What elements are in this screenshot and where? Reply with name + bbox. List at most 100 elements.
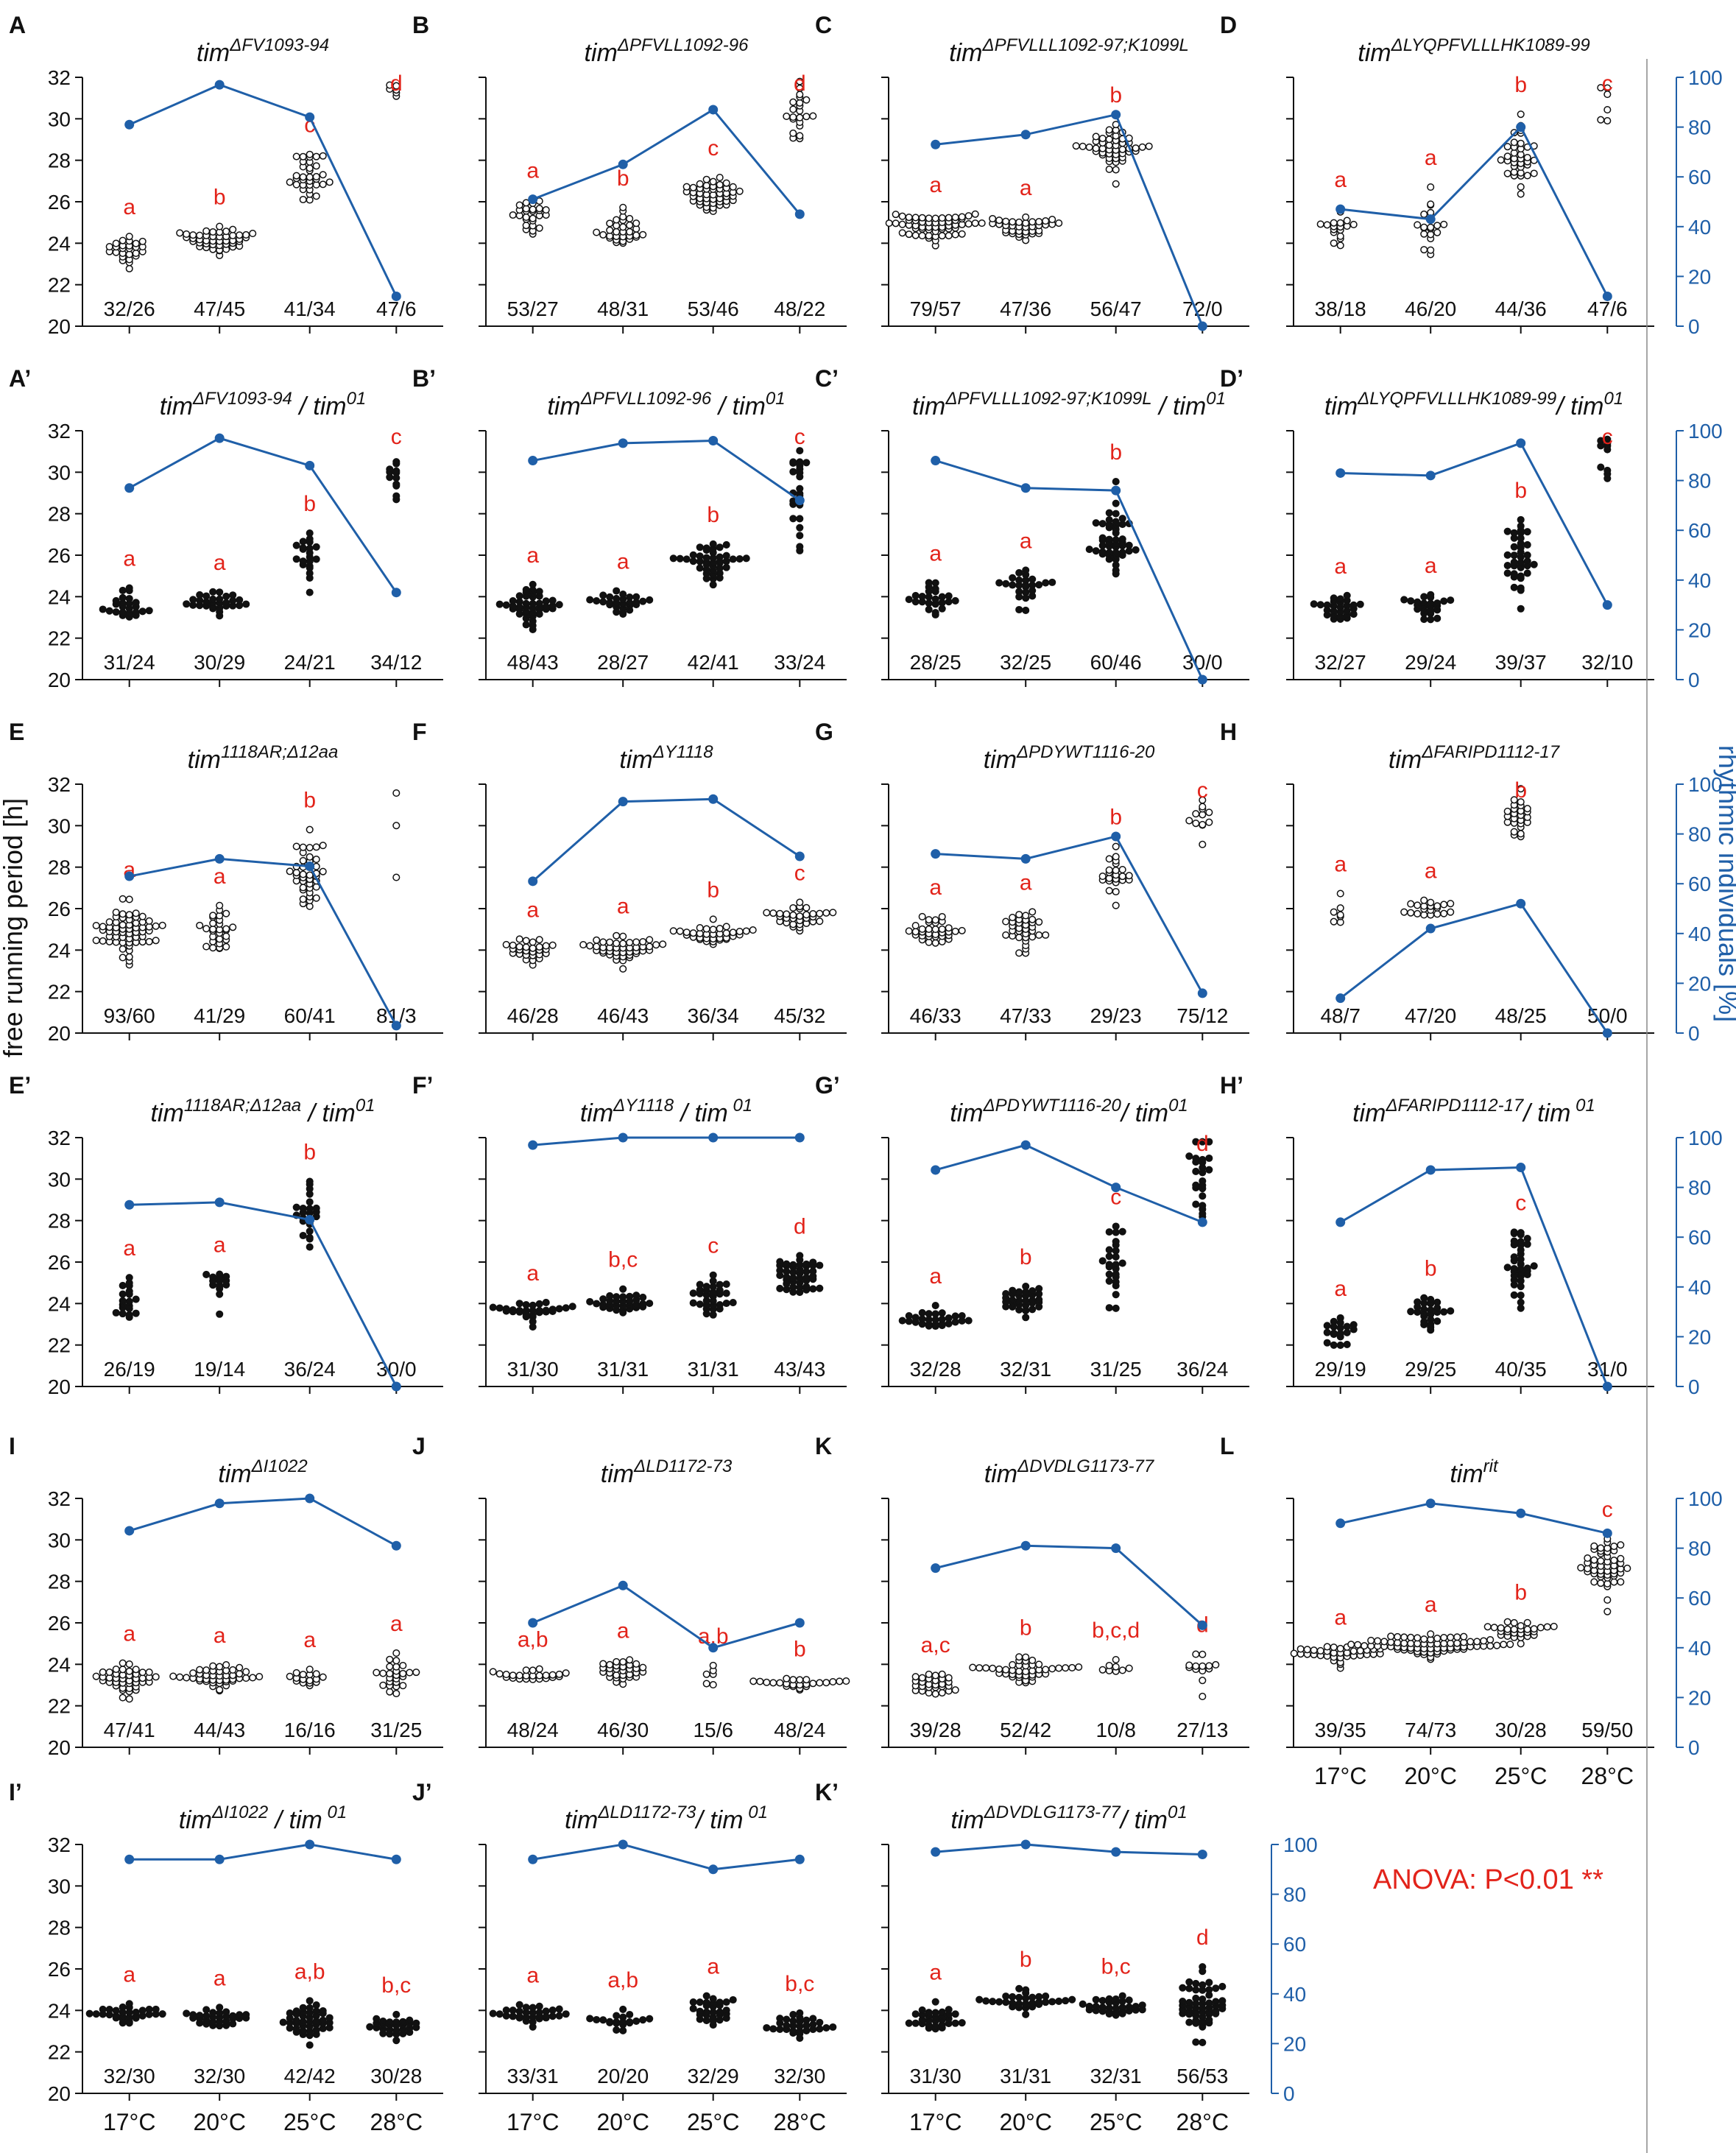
rhythmic-point <box>1111 1847 1121 1857</box>
n-label: 32/31 <box>1000 1358 1051 1381</box>
data-point <box>696 2007 704 2015</box>
data-point <box>1118 2004 1126 2012</box>
data-point <box>1610 1557 1618 1565</box>
data-point <box>842 1677 850 1685</box>
title-superscript: ΔPFVLL1092-96 <box>617 35 749 55</box>
data-point <box>938 1315 946 1323</box>
n-label: 33/31 <box>507 2065 559 2087</box>
y2-tick-label: 20 <box>1688 1686 1711 1709</box>
data-point <box>1440 220 1448 228</box>
data-point <box>1517 605 1525 613</box>
significance-letter: a <box>1020 529 1032 553</box>
data-point <box>722 923 730 931</box>
data-point <box>1440 901 1448 909</box>
data-point <box>1523 153 1531 162</box>
rhythmic-point <box>1516 898 1526 909</box>
title-suffix: / tim <box>674 1099 728 1127</box>
data-point <box>138 237 147 245</box>
rhythmic-point <box>305 861 315 872</box>
data-point <box>515 1671 523 1680</box>
title-superscript-2: 01 <box>744 1803 768 1822</box>
data-point <box>216 2004 224 2012</box>
y2-tick-label: 60 <box>1688 1587 1711 1610</box>
data-point <box>1112 1304 1120 1312</box>
n-label: 60/46 <box>1090 651 1142 674</box>
data-point <box>802 1676 811 1684</box>
data-point <box>619 1293 627 1301</box>
data-point <box>515 2001 523 2009</box>
data-point <box>722 179 730 187</box>
data-point <box>1603 106 1612 114</box>
data-point <box>964 212 973 220</box>
y-tick-label: 26 <box>48 898 71 920</box>
data-point <box>709 177 717 186</box>
data-point <box>176 229 184 237</box>
data-point <box>1427 1295 1435 1303</box>
data-point <box>822 909 830 917</box>
data-point <box>1343 216 1351 225</box>
data-point <box>763 909 771 917</box>
data-point <box>529 938 537 946</box>
data-point <box>119 921 127 929</box>
data-point <box>105 2006 113 2014</box>
data-point <box>1336 242 1344 250</box>
panel-b-prime: B’timΔPFVLL1092-96 / tim01a48/43a28/27b4… <box>412 365 847 687</box>
rhythmic-point <box>305 460 315 471</box>
significance-letter: c <box>1197 778 1208 803</box>
data-point <box>522 621 530 629</box>
data-point <box>312 894 320 902</box>
x-category-label: 28°C <box>1581 1763 1634 1789</box>
data-point <box>1380 1638 1389 1646</box>
data-point <box>1118 1227 1126 1236</box>
data-point <box>386 1688 394 1696</box>
data-point <box>1440 1640 1448 1648</box>
data-point <box>938 2008 946 2016</box>
data-point <box>931 585 939 593</box>
panel-label: E’ <box>9 1072 31 1099</box>
rhythmic-line <box>935 835 1204 994</box>
data-point <box>542 1671 550 1680</box>
data-point <box>1112 1995 1120 2004</box>
data-point <box>1347 1641 1355 1649</box>
data-point <box>1015 1984 1023 1992</box>
rhythmic-point <box>1020 1140 1031 1150</box>
data-point <box>548 941 557 949</box>
data-point <box>1085 143 1093 151</box>
data-point <box>789 903 797 912</box>
rhythmic-line <box>129 1201 398 1387</box>
data-point <box>216 1685 224 1694</box>
significance-letter: a <box>214 1624 226 1648</box>
data-point <box>938 232 946 240</box>
significance-letter: a <box>303 1628 316 1652</box>
data-point <box>1486 1635 1495 1644</box>
significance-letter: b,c,d <box>1092 1618 1140 1643</box>
y-tick-label: 30 <box>48 461 71 484</box>
data-point <box>138 607 147 616</box>
data-point <box>169 1672 177 1680</box>
n-label: 32/25 <box>1000 651 1051 674</box>
data-point <box>1009 581 1017 589</box>
data-point <box>1323 221 1331 229</box>
data-point <box>958 213 966 221</box>
data-point <box>125 1667 133 1675</box>
data-point <box>1617 1578 1625 1586</box>
data-point <box>1414 1634 1422 1642</box>
significance-letter: a <box>1425 146 1437 170</box>
data-point <box>951 230 959 239</box>
rhythmic-point <box>931 849 941 859</box>
y-tick-label: 24 <box>48 232 71 255</box>
data-point <box>982 1664 990 1672</box>
n-label: 48/31 <box>597 297 649 320</box>
data-point <box>709 1277 717 1285</box>
data-point <box>722 563 730 571</box>
significance-letter: a <box>1334 168 1347 192</box>
data-point <box>125 953 133 961</box>
data-point <box>325 178 334 186</box>
data-point <box>822 2024 830 2032</box>
data-point <box>502 1671 510 1679</box>
data-point <box>1460 1632 1468 1641</box>
data-point <box>1022 1986 1030 1994</box>
data-point <box>1009 913 1017 922</box>
data-point <box>796 2009 804 2017</box>
data-point <box>925 232 933 240</box>
